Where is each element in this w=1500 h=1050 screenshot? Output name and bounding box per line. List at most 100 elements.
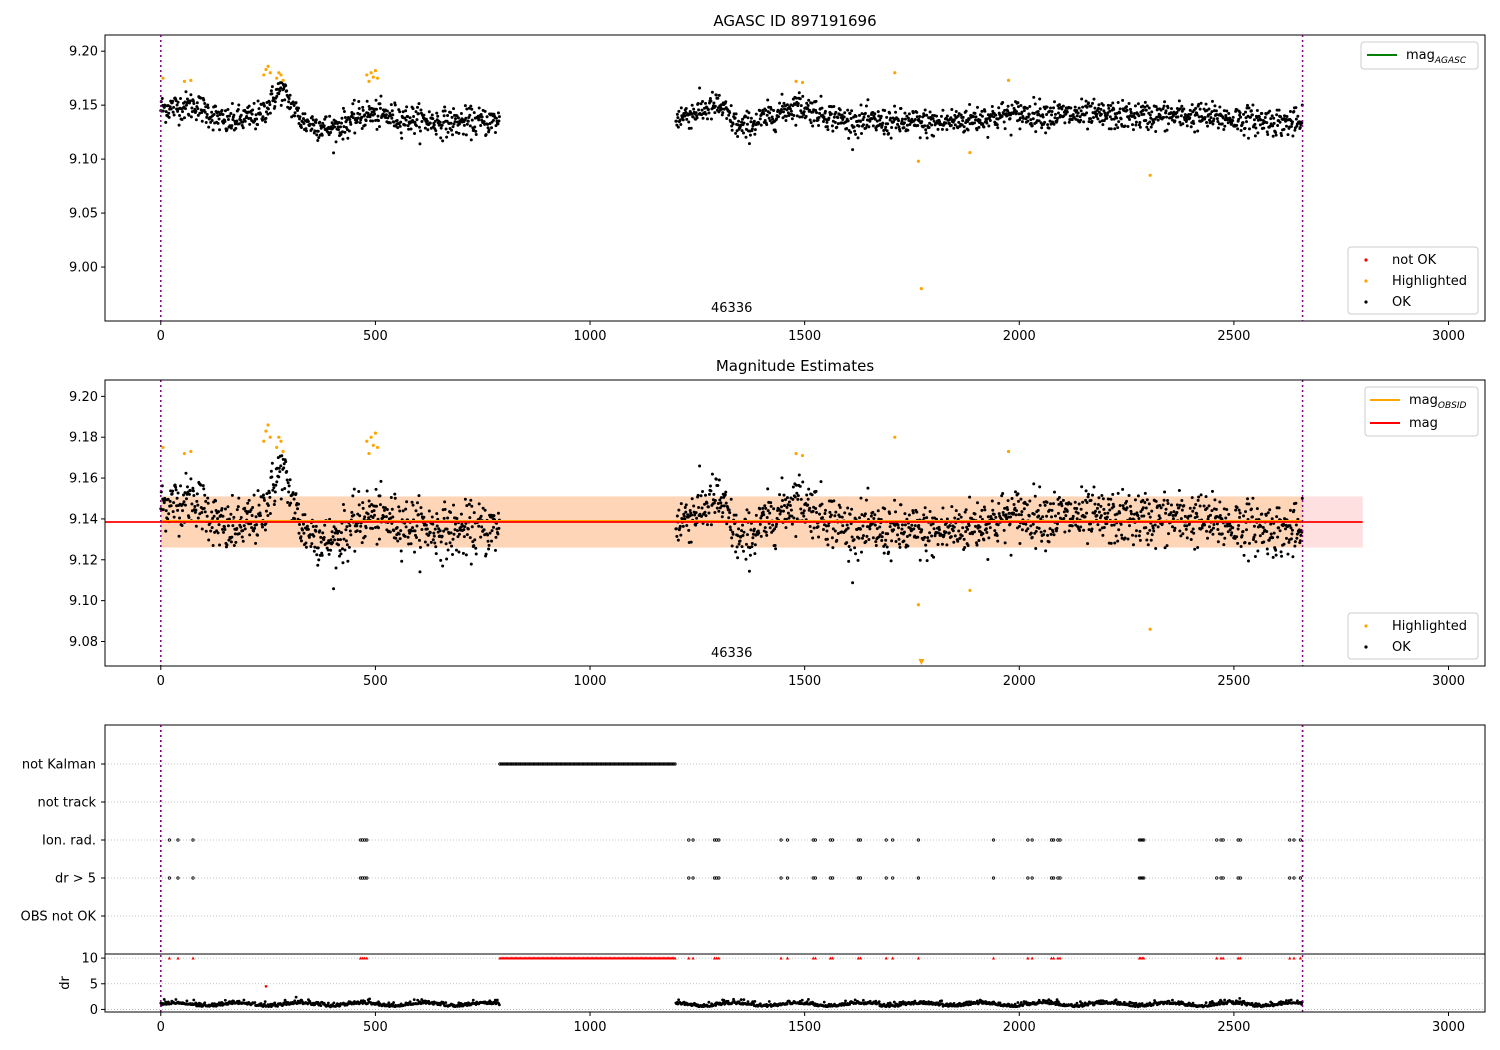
highlighted-point xyxy=(893,71,897,75)
ok-point xyxy=(255,523,259,527)
ok-point xyxy=(363,113,367,117)
ok-point xyxy=(352,98,356,102)
ok-point xyxy=(172,501,176,505)
ok-point xyxy=(426,128,430,132)
ok-point xyxy=(253,526,257,530)
dr-flag xyxy=(858,876,863,880)
ok-point xyxy=(393,492,397,496)
ok-point xyxy=(1239,115,1243,119)
ok-point xyxy=(431,538,435,542)
ok-point xyxy=(347,129,351,133)
ok-point xyxy=(349,533,353,537)
ok-point xyxy=(395,118,399,122)
ok-point xyxy=(255,117,259,121)
ok-point xyxy=(360,126,364,130)
ok-point xyxy=(717,93,721,97)
ok-point xyxy=(358,514,362,518)
ok-point xyxy=(836,531,840,535)
ok-point xyxy=(892,120,896,124)
ok-point xyxy=(763,119,767,123)
ok-point xyxy=(1158,516,1162,520)
ok-point xyxy=(1037,119,1041,123)
ok-point xyxy=(1185,524,1189,528)
ok-point xyxy=(1154,546,1158,550)
ok-point xyxy=(854,552,858,556)
ok-point xyxy=(1195,515,1199,519)
ok-point xyxy=(924,128,928,132)
ok-point xyxy=(783,498,787,502)
ok-point xyxy=(1052,106,1056,110)
ok-point xyxy=(704,493,708,497)
ok-point xyxy=(1268,109,1272,113)
ok-point xyxy=(896,523,900,527)
ok-point xyxy=(220,506,224,510)
ok-point xyxy=(819,94,823,98)
ok-point xyxy=(778,493,782,497)
ok-point xyxy=(201,484,205,488)
ok-point xyxy=(1134,529,1138,533)
ok-point xyxy=(709,523,713,527)
ok-point xyxy=(1093,509,1097,513)
ok-point xyxy=(214,508,218,512)
ok-point xyxy=(1183,113,1187,117)
ok-point xyxy=(875,119,879,123)
ok-point xyxy=(736,134,740,138)
ok-point xyxy=(1062,510,1066,514)
ok-point xyxy=(1136,102,1140,106)
ok-point xyxy=(456,535,460,539)
ok-point xyxy=(497,526,501,530)
ok-point xyxy=(952,540,956,544)
ok-point xyxy=(178,516,182,520)
ok-point xyxy=(344,539,348,543)
ok-point xyxy=(1110,523,1114,527)
ok-point xyxy=(192,102,196,106)
ok-point xyxy=(1008,522,1012,526)
ok-point xyxy=(280,454,284,458)
ok-point xyxy=(1041,115,1045,119)
agasc-x-tick-label: 3000 xyxy=(1432,329,1465,344)
ok-point xyxy=(483,109,487,113)
ok-point xyxy=(185,485,189,489)
ok-point xyxy=(179,96,183,100)
ok-point xyxy=(1101,497,1105,501)
highlighted-point xyxy=(365,73,369,77)
ok-point xyxy=(1150,533,1154,537)
ok-point xyxy=(1134,123,1138,127)
ok-point xyxy=(1162,104,1166,108)
ok-point xyxy=(473,125,477,129)
ion-rad-flag xyxy=(717,838,721,842)
ok-point xyxy=(1125,108,1129,112)
magnitude-axes: 0 500 1000 1500 2000 2500 30009.089.109.129.14… xyxy=(69,390,1465,689)
ok-point xyxy=(714,477,718,481)
ok-point xyxy=(450,544,454,548)
ok-point xyxy=(1169,503,1173,507)
ok-point xyxy=(859,131,863,135)
ok-point xyxy=(763,526,767,530)
ok-point xyxy=(182,500,186,504)
ok-point xyxy=(1154,130,1158,134)
flags-grid xyxy=(105,763,1485,917)
ok-point xyxy=(1213,498,1217,502)
dr-point xyxy=(283,1002,286,1006)
highlighted-point xyxy=(266,64,270,68)
ok-point xyxy=(314,118,318,122)
ok-point xyxy=(845,126,849,130)
ok-point xyxy=(705,501,709,505)
ok-point xyxy=(975,128,979,132)
ok-point xyxy=(376,526,380,530)
ok-point xyxy=(1252,524,1256,528)
ok-point xyxy=(183,107,187,111)
ok-point xyxy=(768,526,772,530)
ok-point xyxy=(184,497,188,501)
ok-point xyxy=(457,550,461,554)
ok-point xyxy=(419,108,423,112)
ok-point xyxy=(1177,506,1181,510)
ok-point xyxy=(490,126,494,130)
dr-point xyxy=(199,1002,203,1006)
ok-point xyxy=(1237,508,1241,512)
ok-point xyxy=(799,507,803,511)
ok-point xyxy=(252,529,256,533)
ok-point xyxy=(709,117,713,121)
ok-point xyxy=(1193,547,1197,551)
ok-point xyxy=(749,120,753,124)
